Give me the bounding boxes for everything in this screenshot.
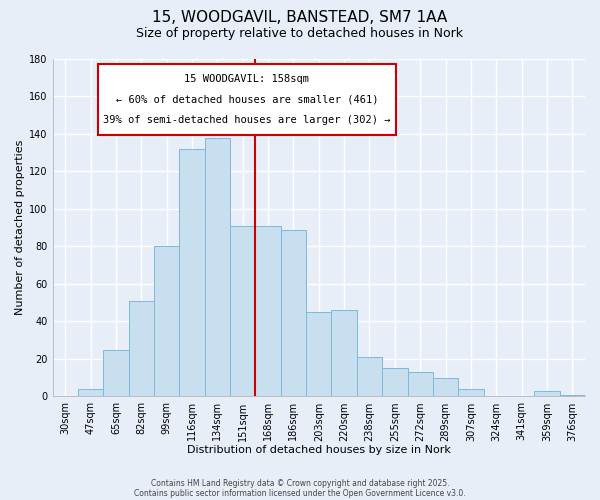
Bar — [78, 389, 103, 396]
Text: 39% of semi-detached houses are larger (302) →: 39% of semi-detached houses are larger (… — [103, 114, 391, 124]
Bar — [560, 394, 585, 396]
Bar — [179, 149, 205, 396]
Bar — [382, 368, 407, 396]
Bar — [407, 372, 433, 396]
Bar — [331, 310, 357, 396]
Bar — [458, 389, 484, 396]
Y-axis label: Number of detached properties: Number of detached properties — [15, 140, 25, 316]
Bar — [128, 301, 154, 396]
Bar — [281, 230, 306, 396]
Bar — [103, 350, 128, 397]
X-axis label: Distribution of detached houses by size in Nork: Distribution of detached houses by size … — [187, 445, 451, 455]
Bar — [433, 378, 458, 396]
Bar — [154, 246, 179, 396]
Bar — [357, 357, 382, 397]
Text: 15 WOODGAVIL: 158sqm: 15 WOODGAVIL: 158sqm — [184, 74, 310, 84]
Text: Contains HM Land Registry data © Crown copyright and database right 2025.: Contains HM Land Registry data © Crown c… — [151, 478, 449, 488]
Text: ← 60% of detached houses are smaller (461): ← 60% of detached houses are smaller (46… — [116, 94, 378, 104]
Bar — [256, 226, 281, 396]
Text: Contains public sector information licensed under the Open Government Licence v3: Contains public sector information licen… — [134, 488, 466, 498]
Bar — [534, 391, 560, 396]
Text: Size of property relative to detached houses in Nork: Size of property relative to detached ho… — [137, 28, 464, 40]
Bar — [230, 226, 256, 396]
Bar — [306, 312, 331, 396]
Bar — [205, 138, 230, 396]
FancyBboxPatch shape — [98, 64, 396, 135]
Text: 15, WOODGAVIL, BANSTEAD, SM7 1AA: 15, WOODGAVIL, BANSTEAD, SM7 1AA — [152, 10, 448, 25]
